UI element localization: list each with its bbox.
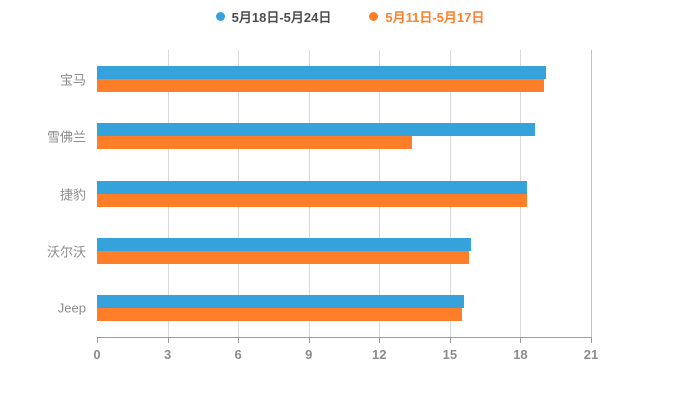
category-label-Jeep: Jeep <box>57 300 86 316</box>
x-tick-mark-18 <box>520 338 522 343</box>
x-tick-label-6: 6 <box>234 347 242 362</box>
x-tick-label-15: 15 <box>442 347 458 362</box>
category-label-宝马: 宝马 <box>59 72 86 88</box>
x-tick-label-12: 12 <box>372 347 387 362</box>
bar-orange-雪佛兰 <box>97 136 413 150</box>
bar-orange-沃尔沃 <box>97 250 469 264</box>
x-tick-mark-9 <box>308 338 310 343</box>
x-tick-mark-15 <box>449 338 451 343</box>
legend-item-week2[interactable]: 5月18日-5月24日 <box>215 7 332 26</box>
bar-orange-宝马 <box>97 78 544 92</box>
x-tick-label-3: 3 <box>163 347 172 362</box>
bar-blue-雪佛兰 <box>97 123 535 137</box>
bar-group-雪佛兰 <box>97 123 591 150</box>
bar-blue-沃尔沃 <box>97 237 472 251</box>
bar-group-沃尔沃 <box>97 237 591 264</box>
x-tick-mark-6 <box>238 338 240 343</box>
bar-group-宝马 <box>97 65 591 92</box>
gridline-21 <box>591 50 592 337</box>
x-tick-label-21: 21 <box>583 347 599 362</box>
bar-orange-Jeep <box>97 308 462 322</box>
y-axis-category-labels: 宝马雪佛兰捷豹沃尔沃 Jeep <box>0 50 90 337</box>
bar-blue-Jeep <box>97 295 464 309</box>
x-tick-mark-21 <box>591 338 592 343</box>
bar-blue-宝马 <box>97 65 547 79</box>
x-tick-label-0: 0 <box>93 347 101 362</box>
x-tick-label-18: 18 <box>513 347 528 362</box>
x-tick-mark-0 <box>97 338 98 343</box>
x-tick-label-9: 9 <box>305 347 313 362</box>
bar-orange-捷豹 <box>97 193 528 207</box>
legend-swatch-blue-icon <box>215 12 225 21</box>
category-label-沃尔沃: 沃尔沃 <box>46 244 86 260</box>
bar-group-Jeep <box>97 295 591 322</box>
legend-label-week1: 5月11日-5月17日 <box>385 10 485 25</box>
legend-item-week1[interactable]: 5月11日-5月17日 <box>369 7 484 26</box>
plot-area <box>97 50 592 337</box>
x-axis: 0 3 6 9 12 15 18 21 <box>93 337 598 367</box>
bar-group-捷豹 <box>97 180 591 207</box>
chart-legend: 5月18日-5月24日 5月11日-5月17日 <box>0 7 700 26</box>
x-tick-mark-3 <box>167 338 169 343</box>
legend-swatch-orange-icon <box>369 12 379 21</box>
category-label-捷豹: 捷豹 <box>59 187 86 202</box>
x-tick-mark-12 <box>379 338 381 343</box>
legend-label-week2: 5月18日-5月24日 <box>231 10 332 25</box>
bar-blue-捷豹 <box>97 180 528 194</box>
category-label-雪佛兰: 雪佛兰 <box>46 129 86 145</box>
